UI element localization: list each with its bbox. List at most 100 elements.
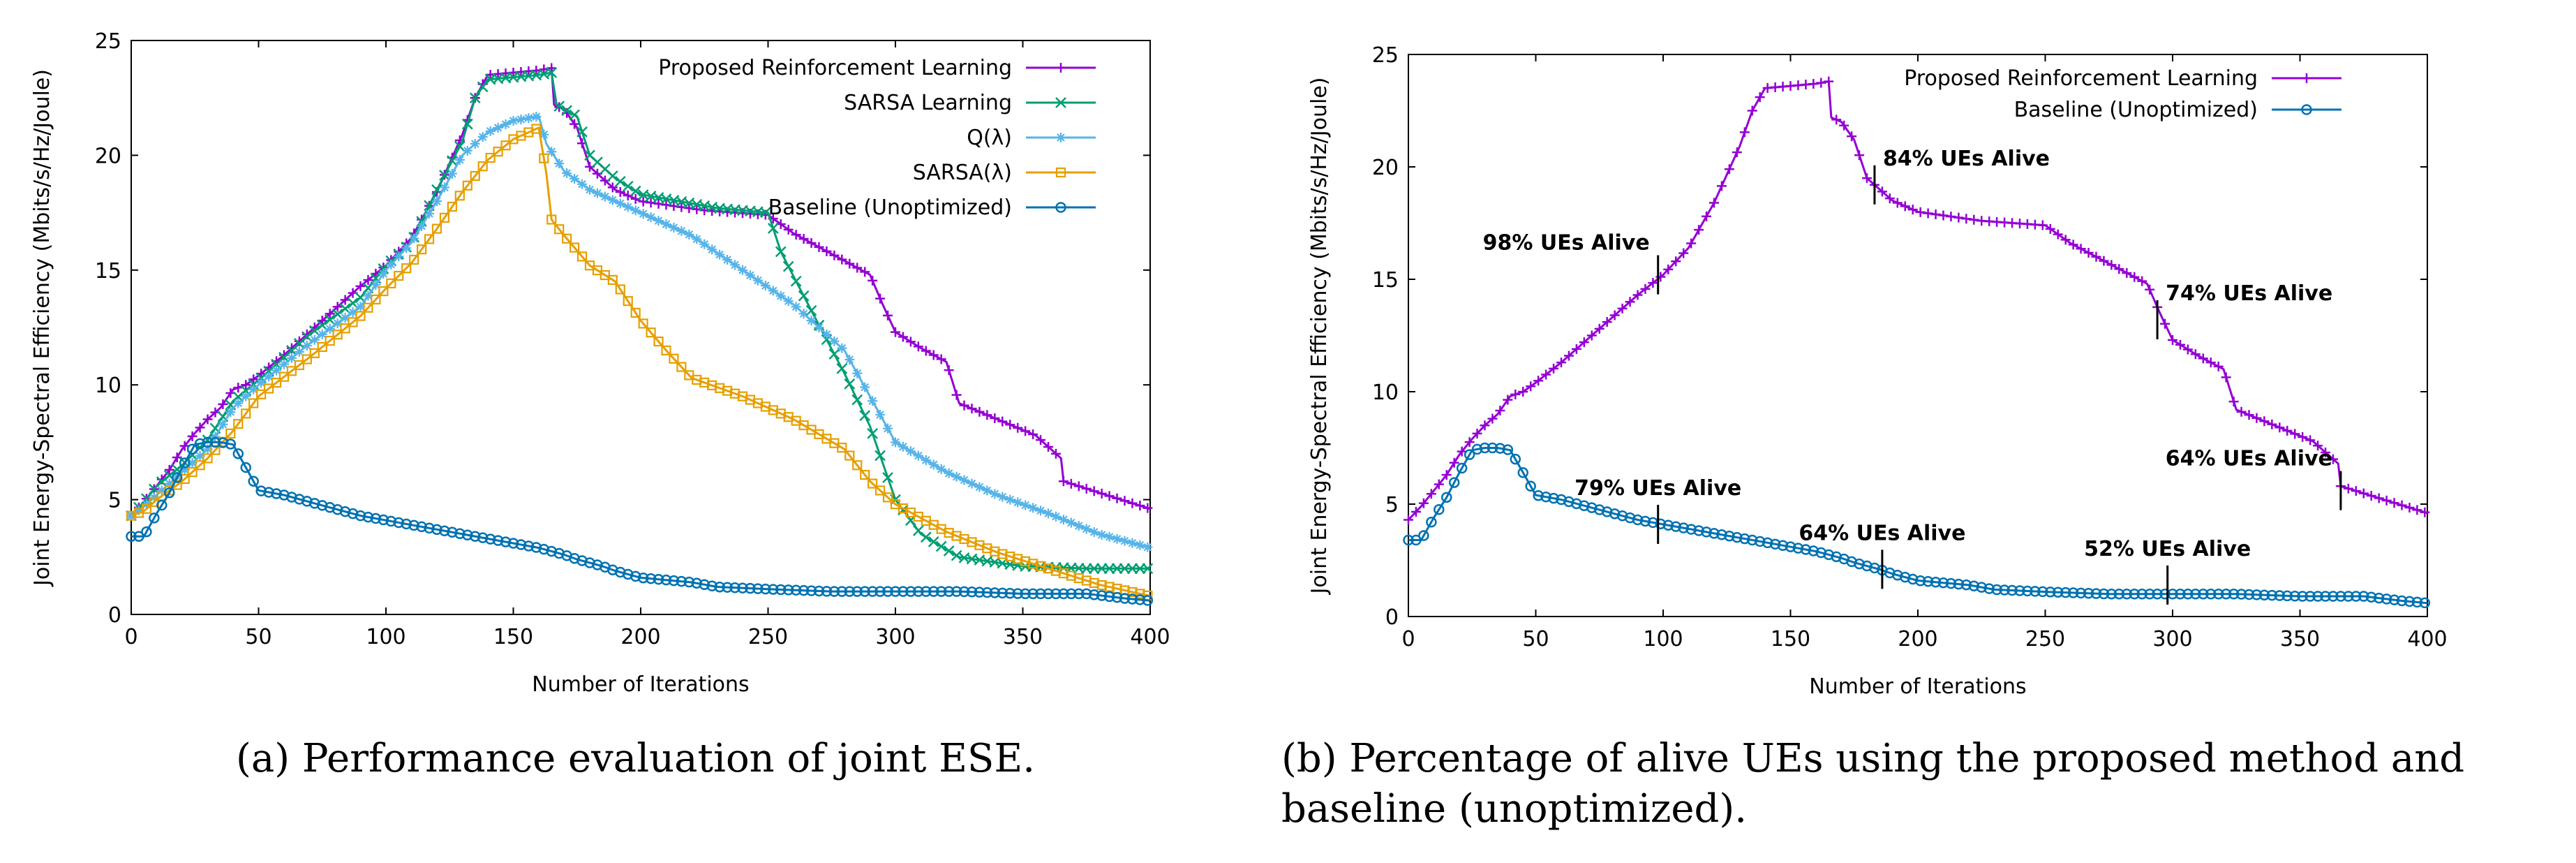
- a-data-point: [477, 132, 488, 142]
- b-data-point: [1464, 437, 1475, 448]
- a-data-point: [982, 485, 992, 496]
- b-annotation-label: 98% UEs Alive: [1483, 231, 1650, 256]
- a-data-point: [791, 302, 801, 312]
- b-data-point: [2160, 318, 2171, 329]
- a-data-point: [607, 182, 618, 193]
- a-data-point: [179, 464, 190, 475]
- b-data-point: [1670, 521, 1681, 532]
- b-data-point: [2175, 589, 2186, 600]
- a-data-point: [209, 436, 221, 448]
- a-data-point: [990, 489, 1000, 499]
- a-data-point: [218, 419, 228, 429]
- b-data-point: [2075, 587, 2087, 599]
- b-data-point: [1434, 479, 1444, 489]
- b-data-point: [2258, 589, 2270, 600]
- a-data-point: [653, 216, 664, 226]
- a-data-point: [408, 519, 419, 531]
- a-data-point: [607, 274, 618, 286]
- a-data-point: [585, 184, 595, 195]
- b-data-point: [2144, 589, 2155, 600]
- a-data-point: [630, 570, 641, 582]
- a-data-point: [1142, 563, 1154, 575]
- a-y-tick-label: 5: [108, 489, 121, 513]
- a-x-tick-label: 0: [124, 625, 137, 649]
- a-data-point: [882, 492, 893, 503]
- a-data-point: [485, 126, 496, 136]
- a-data-point: [775, 584, 787, 596]
- b-data-point: [1494, 443, 1506, 454]
- b-data-point: [1502, 444, 1514, 455]
- a-data-point: [294, 346, 304, 357]
- b-data-point: [2090, 588, 2102, 599]
- b-data-point: [1999, 584, 2010, 596]
- a-data-point: [874, 450, 886, 462]
- b-data-point: [1556, 357, 1566, 368]
- a-y-tick-label: 15: [95, 259, 121, 283]
- b-legend-label: Proposed Reinforcement Learning: [1904, 66, 2258, 91]
- a-data-point: [256, 389, 267, 399]
- a-data-point: [645, 573, 657, 584]
- a-data-point: [309, 334, 320, 345]
- a-data-point: [860, 267, 870, 277]
- a-data-point: [470, 531, 481, 542]
- a-data-point: [187, 431, 198, 441]
- a-data-point: [1028, 429, 1038, 440]
- b-data-point: [2321, 447, 2330, 457]
- a-data-point: [951, 586, 962, 597]
- a-legend-label: Proposed Reinforcement Learning: [658, 56, 1012, 80]
- a-data-point: [301, 340, 312, 351]
- a-data-point: [852, 460, 863, 471]
- a-x-tick-label: 300: [875, 625, 915, 649]
- a-data-point: [1081, 483, 1092, 494]
- a-data-point: [638, 209, 648, 219]
- b-data-point: [1471, 443, 1483, 455]
- a-data-point: [882, 586, 893, 597]
- a-data-point: [959, 400, 969, 411]
- b-data-point: [2113, 589, 2125, 600]
- b-annotation-label: 64% UEs Alive: [2166, 447, 2332, 471]
- a-data-point: [967, 404, 977, 414]
- a-data-point: [615, 284, 625, 295]
- b-data-point: [2366, 491, 2376, 501]
- b-data-point: [1930, 576, 1942, 588]
- a-data-point: [225, 428, 236, 439]
- b-data-point: [2351, 591, 2362, 602]
- a-data-point: [462, 145, 472, 156]
- a-data-point: [202, 453, 213, 464]
- a-data-point: [859, 586, 870, 597]
- b-data-point: [1464, 449, 1475, 460]
- a-data-point: [638, 196, 648, 207]
- a-data-point: [638, 318, 648, 329]
- b-data-point: [1571, 344, 1581, 354]
- b-y-tick-label: 25: [1372, 43, 1399, 68]
- a-data-point: [225, 438, 237, 450]
- b-data-point: [2365, 591, 2377, 603]
- b-x-tick-label: 300: [2152, 627, 2192, 651]
- a-data-point: [546, 63, 557, 73]
- b-data-point: [1862, 173, 1872, 184]
- a-data-point: [669, 222, 679, 233]
- a-data-point: [837, 343, 847, 353]
- a-data-point: [1005, 420, 1015, 430]
- a-data-point: [898, 441, 908, 452]
- b-data-point: [2388, 594, 2400, 605]
- b-data-point: [1847, 131, 1857, 142]
- a-data-point: [1119, 496, 1130, 506]
- b-data-point: [1968, 580, 1980, 591]
- a-data-point: [401, 263, 412, 274]
- b-data-point: [1586, 330, 1597, 341]
- b-data-point: [1769, 538, 1781, 550]
- a-data-point: [844, 355, 855, 365]
- b-data-point: [1410, 506, 1421, 517]
- a-data-point: [630, 307, 641, 318]
- a-data-point: [676, 575, 687, 587]
- a-data-point: [409, 254, 419, 265]
- a-data-point: [852, 368, 863, 378]
- a-data-point: [240, 462, 251, 473]
- b-data-point: [1685, 524, 1697, 535]
- a-data-point: [569, 109, 580, 121]
- b-data-point: [2014, 585, 2025, 596]
- a-data-point: [860, 382, 870, 392]
- b-data-point: [1724, 530, 1735, 542]
- b-data-point: [1914, 575, 1926, 587]
